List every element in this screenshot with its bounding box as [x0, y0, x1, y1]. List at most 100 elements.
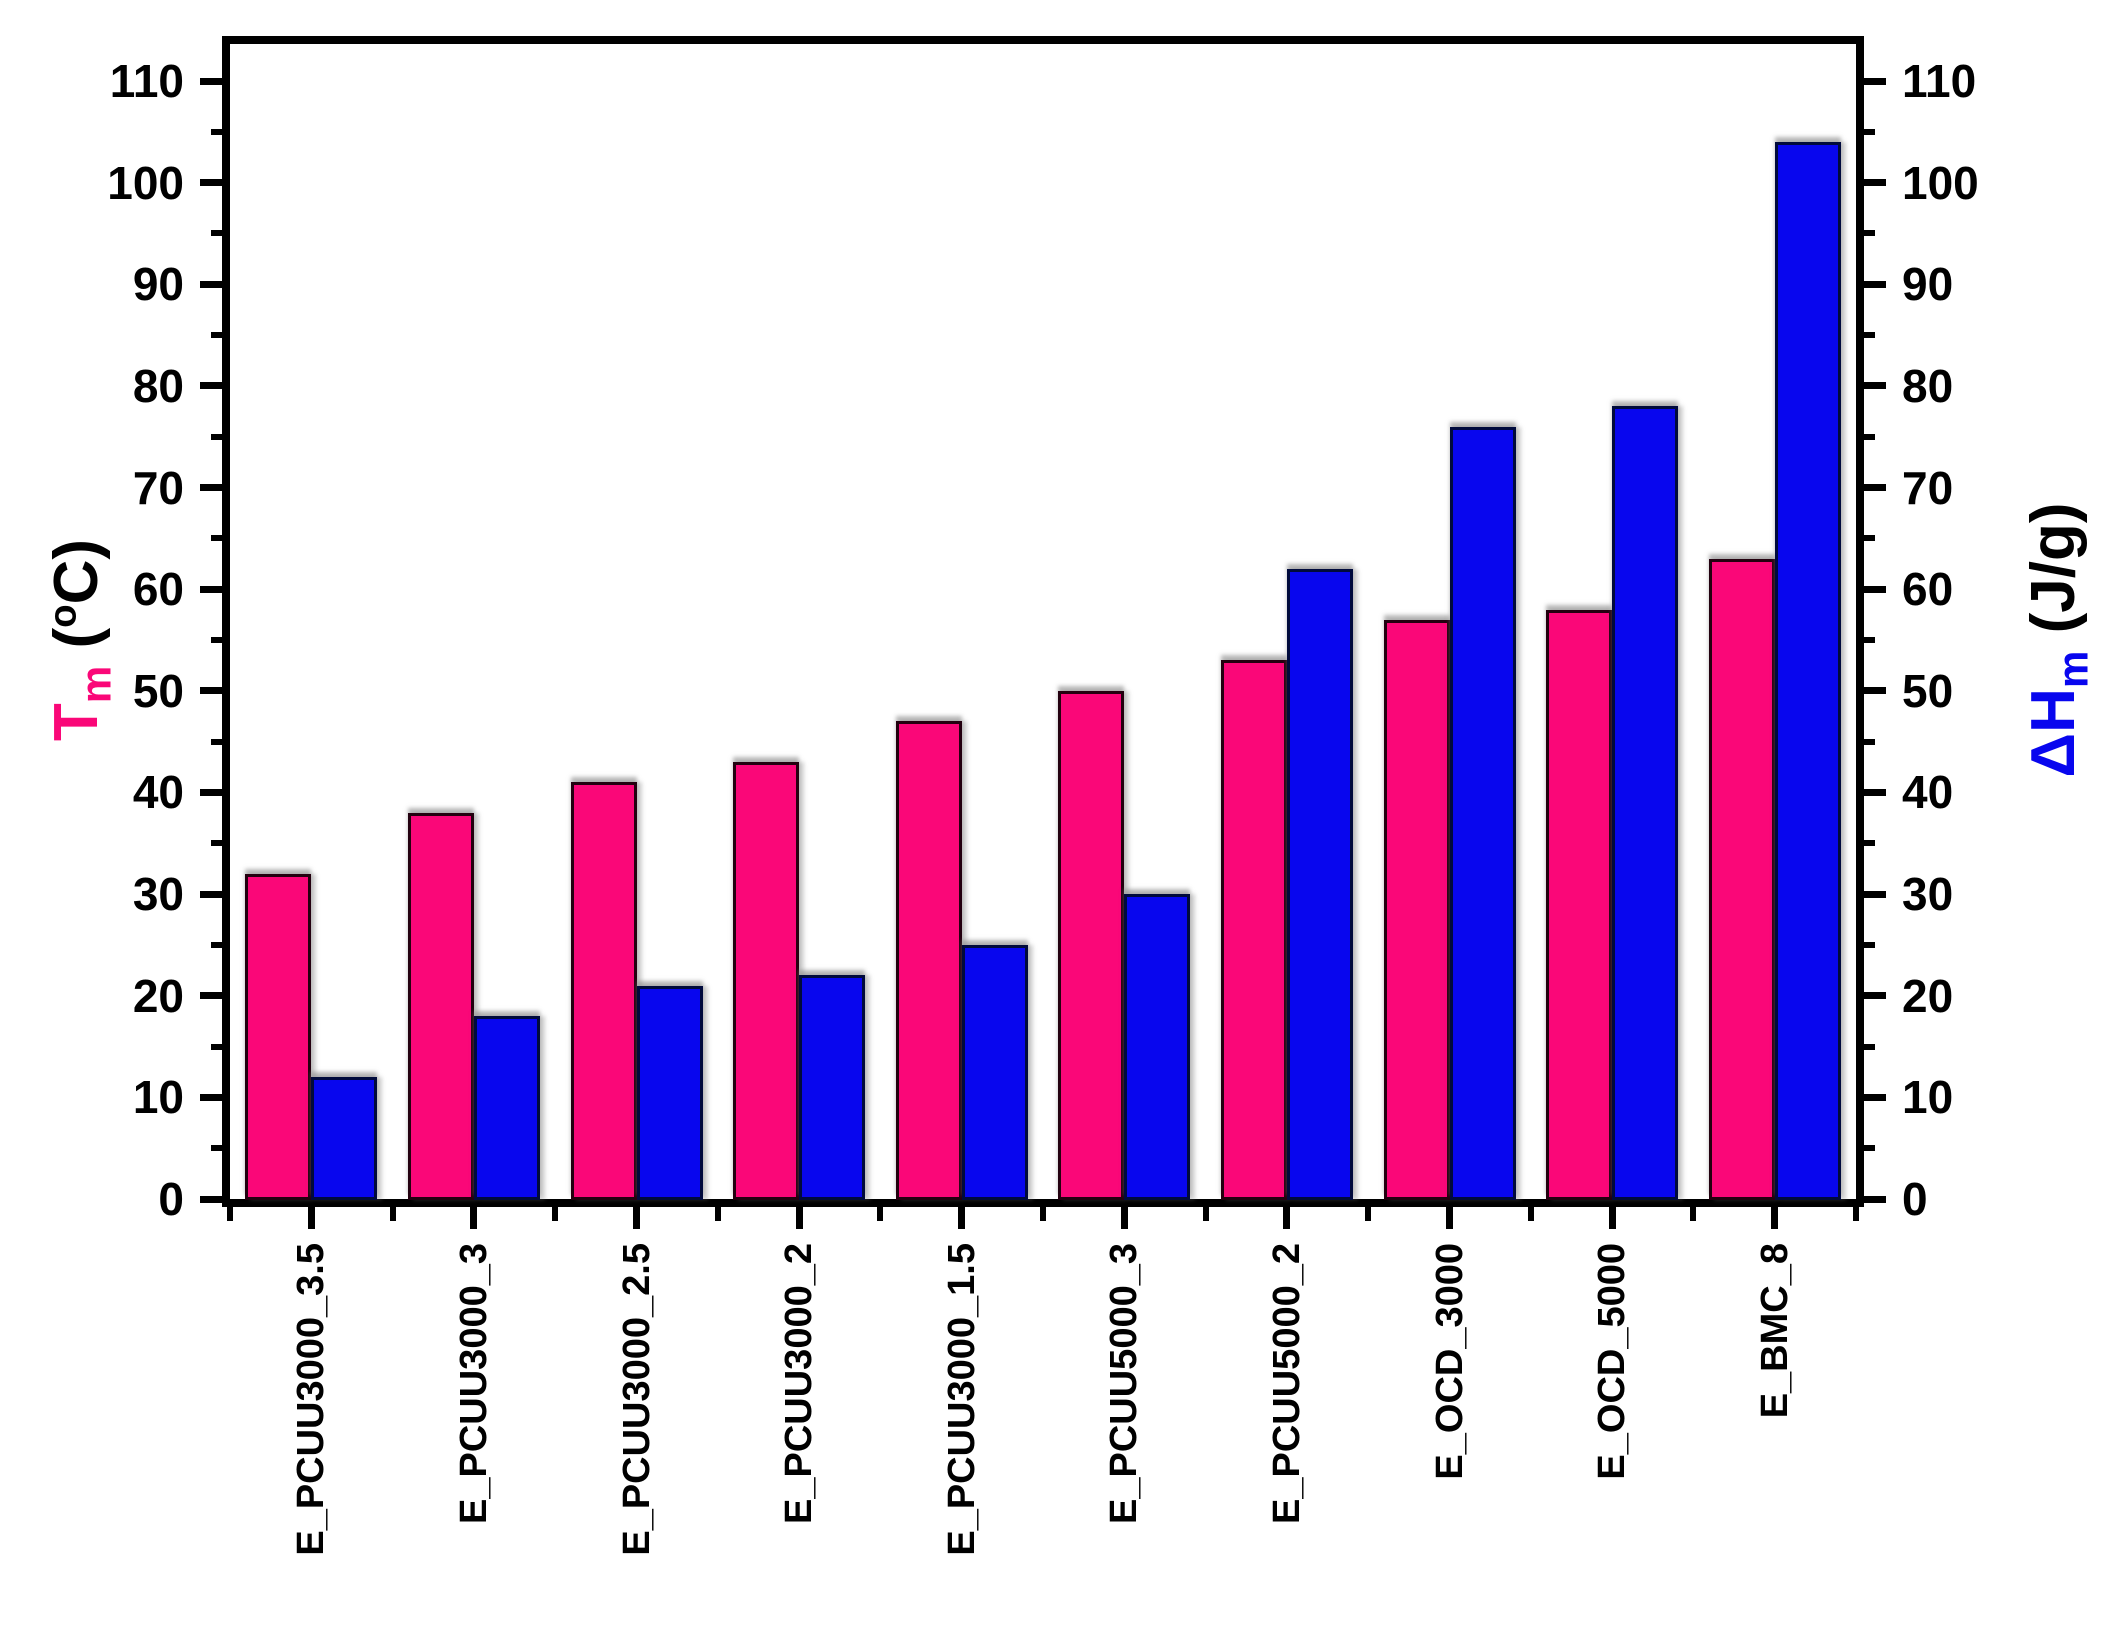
- x-minor-tick: [1527, 1207, 1534, 1221]
- y-major-tick-left: [200, 280, 226, 288]
- x-minor-tick: [1853, 1207, 1859, 1221]
- left-title-unit: (oC): [41, 538, 111, 666]
- y-minor-tick-right: [1860, 738, 1875, 745]
- y-major-tick-right: [1860, 484, 1886, 492]
- x-major-tick: [470, 1207, 478, 1229]
- y-major-tick-right: [1860, 788, 1886, 796]
- tm-bar-E_BMC_8: [1708, 558, 1775, 1200]
- dhm-bar-E_PCUU3000_2: [799, 975, 866, 1200]
- y-tick-label-right: 20: [1902, 969, 1954, 1022]
- x-tick-label: E_PCUU3000_1.5: [940, 1243, 983, 1556]
- y-tick-label-left: 80: [132, 359, 184, 412]
- y-tick-label-right: 110: [1902, 55, 1977, 107]
- y-minor-tick-left: [211, 941, 226, 948]
- y-axis-title-left: Tm (oC): [13, 290, 120, 990]
- y-minor-tick-right: [1860, 941, 1875, 948]
- y-minor-tick-right: [1860, 128, 1875, 135]
- y-major-tick-left: [200, 890, 226, 898]
- tm-bar-E_PCUU3000_2.5: [570, 782, 637, 1200]
- y-major-tick-left: [200, 484, 226, 492]
- y-minor-tick-left: [211, 433, 226, 440]
- y-major-tick-left: [200, 687, 226, 695]
- y-major-tick-right: [1860, 179, 1886, 187]
- dhm-bar-E_PCUU3000_1.5: [961, 944, 1028, 1200]
- x-major-tick: [1283, 1207, 1291, 1229]
- y-major-tick-left: [200, 585, 226, 593]
- y-major-tick-left: [200, 1195, 226, 1203]
- y-major-tick-left: [200, 179, 226, 187]
- y-major-tick-right: [1860, 382, 1886, 390]
- tm-bar-E_PCUU3000_3.5: [245, 873, 312, 1200]
- y-tick-label-right: 0: [1902, 1173, 1928, 1225]
- y-tick-label-left: 90: [132, 258, 184, 311]
- tm-bar-E_PCUU3000_1.5: [895, 721, 962, 1200]
- y-minor-tick-left: [211, 1043, 226, 1050]
- y-tick-label-left: 110: [109, 55, 184, 107]
- dhm-bar-E_BMC_8: [1774, 141, 1841, 1200]
- dhm-bar-E_OCD_3000: [1449, 426, 1516, 1200]
- y-minor-tick-left: [211, 128, 226, 135]
- y-major-tick-left: [200, 77, 226, 85]
- y-major-tick-right: [1860, 1195, 1886, 1203]
- dhm-bar-E_PCUU5000_2: [1286, 568, 1353, 1200]
- x-tick-label: E_PCUU3000_2: [778, 1243, 821, 1524]
- y-minor-tick-left: [211, 840, 226, 847]
- y-minor-tick-left: [211, 535, 226, 542]
- y-major-tick-right: [1860, 585, 1886, 593]
- plot-frame: [222, 36, 1864, 1207]
- y-major-tick-right: [1860, 280, 1886, 288]
- x-tick-label: E_BMC_8: [1753, 1243, 1796, 1419]
- y-minor-tick-right: [1860, 332, 1875, 339]
- left-title-symbol: Tm: [41, 665, 120, 742]
- x-minor-tick: [877, 1207, 884, 1221]
- y-minor-tick-left: [211, 332, 226, 339]
- y-tick-label-right: 10: [1902, 1071, 1954, 1124]
- dhm-bar-E_PCUU5000_3: [1124, 894, 1191, 1200]
- y-axis-title-right: ΔHm (J/g): [1990, 290, 2097, 990]
- y-tick-label-left: 70: [132, 461, 184, 514]
- x-minor-tick: [552, 1207, 559, 1221]
- x-major-tick: [1446, 1207, 1453, 1229]
- y-minor-tick-right: [1860, 230, 1875, 237]
- x-minor-tick: [227, 1207, 233, 1221]
- x-minor-tick: [1365, 1207, 1372, 1221]
- y-major-tick-left: [200, 382, 226, 390]
- x-tick-label: E_PCUU3000_3: [452, 1243, 495, 1524]
- x-major-tick: [633, 1207, 640, 1229]
- y-major-tick-right: [1860, 77, 1886, 85]
- x-tick-label: E_OCD_5000: [1591, 1243, 1634, 1480]
- y-major-tick-left: [200, 1093, 226, 1101]
- y-tick-label-left: 20: [132, 969, 184, 1022]
- y-tick-label-right: 50: [1902, 664, 1954, 717]
- x-major-tick: [1120, 1207, 1128, 1229]
- y-minor-tick-left: [211, 1145, 226, 1152]
- x-major-tick: [958, 1207, 966, 1229]
- y-tick-label-right: 40: [1902, 766, 1954, 819]
- x-major-tick: [307, 1207, 315, 1229]
- y-tick-label-left: 40: [132, 766, 184, 819]
- x-tick-label: E_PCUU3000_3.5: [290, 1243, 333, 1556]
- y-tick-label-right: 80: [1902, 359, 1954, 412]
- y-tick-label-left: 30: [132, 868, 184, 921]
- y-tick-label-right: 90: [1902, 258, 1954, 311]
- y-tick-label-right: 30: [1902, 868, 1954, 921]
- y-tick-label-left: 60: [132, 563, 184, 616]
- tm-bar-E_OCD_3000: [1383, 619, 1450, 1200]
- y-major-tick-right: [1860, 992, 1886, 1000]
- y-tick-label-right: 100: [1902, 156, 1979, 209]
- y-minor-tick-left: [211, 637, 226, 643]
- x-tick-label: E_PCUU5000_3: [1103, 1243, 1146, 1524]
- y-minor-tick-right: [1860, 637, 1875, 643]
- y-minor-tick-right: [1860, 840, 1875, 847]
- right-title-symbol: ΔHm: [2018, 650, 2097, 778]
- x-major-tick: [1771, 1207, 1779, 1229]
- x-minor-tick: [1202, 1207, 1209, 1221]
- x-tick-label: E_OCD_3000: [1428, 1243, 1471, 1480]
- y-major-tick-right: [1860, 1093, 1886, 1101]
- y-tick-label-right: 60: [1902, 563, 1954, 616]
- x-major-tick: [795, 1207, 803, 1229]
- tm-bar-E_OCD_5000: [1546, 609, 1613, 1200]
- y-tick-label-right: 70: [1902, 461, 1954, 514]
- y-major-tick-right: [1860, 890, 1886, 898]
- y-minor-tick-left: [211, 230, 226, 237]
